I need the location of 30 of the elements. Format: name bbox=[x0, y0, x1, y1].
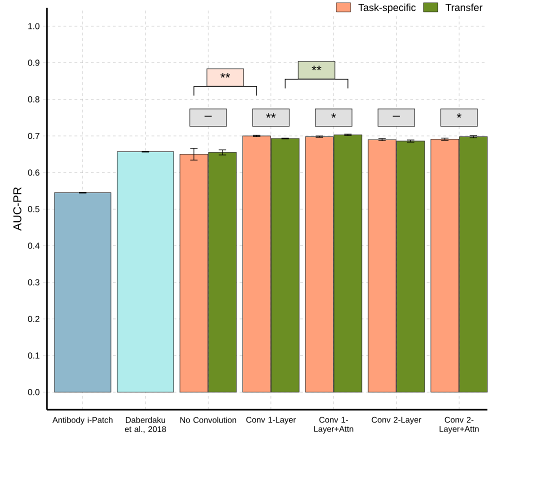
y-tick-label: 0.7 bbox=[28, 132, 40, 139]
annotation: – bbox=[204, 116, 212, 117]
annotation: ** bbox=[220, 72, 230, 78]
legend-label: Transfer bbox=[446, 4, 482, 11]
y-tick-label: 0.3 bbox=[28, 279, 40, 286]
bar bbox=[116, 151, 174, 392]
y-tick-label: 0.1 bbox=[28, 352, 40, 358]
y-tick-label: 0.9 bbox=[28, 60, 40, 66]
x-tick-label: Conv 1-Layer bbox=[246, 416, 296, 424]
bar bbox=[54, 192, 112, 392]
legend-label: Task-specific bbox=[358, 4, 416, 13]
x-tick-label: No Convolution bbox=[180, 416, 236, 423]
y-tick-label: 0.4 bbox=[28, 242, 40, 249]
x-tick-label: Conv 2-Layer+Attn bbox=[440, 416, 479, 434]
y-tick-label: 0.5 bbox=[28, 206, 40, 212]
annotation: * bbox=[331, 113, 336, 118]
annotation: – bbox=[392, 116, 400, 117]
y-tick-label: 0.8 bbox=[28, 96, 40, 102]
x-tick-label: Conv 1-Layer+Attn bbox=[314, 416, 354, 434]
annotation: ** bbox=[266, 113, 276, 118]
y-axis-title: AUC-PR bbox=[13, 187, 22, 231]
annotation: ** bbox=[312, 66, 322, 70]
y-tick-label: 1.0 bbox=[28, 22, 40, 30]
x-tick-label: Daberdaku et al., 2018 bbox=[124, 416, 166, 433]
y-tick-label: 0.6 bbox=[28, 169, 40, 176]
x-tick-label: Antibody i-Patch bbox=[52, 416, 112, 424]
x-tick-label: Conv 2-Layer bbox=[372, 416, 422, 424]
y-tick-label: 0.2 bbox=[28, 316, 40, 322]
annotation: * bbox=[456, 113, 462, 118]
y-tick-label: 0.0 bbox=[28, 388, 40, 396]
